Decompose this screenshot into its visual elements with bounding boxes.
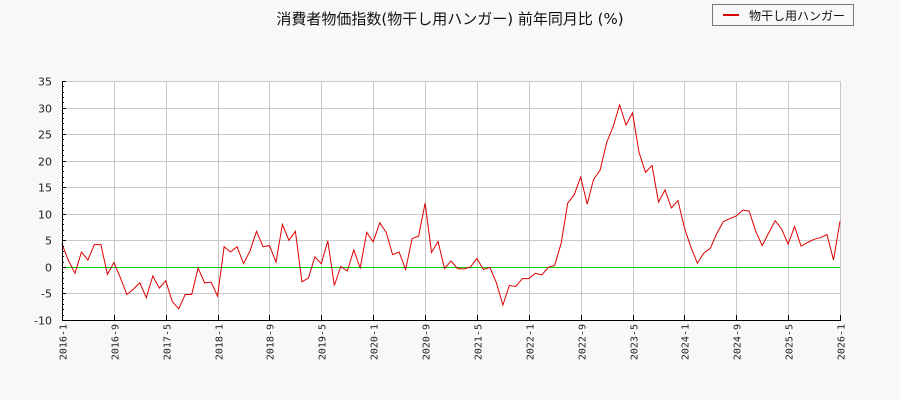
y-tick-label: 0: [45, 262, 52, 275]
y-tick-label: -10: [34, 315, 52, 328]
x-tick-label: 2022-9: [578, 324, 589, 360]
x-tick-label: 2018-1: [215, 324, 226, 360]
x-tick-label: 2016-1: [59, 324, 70, 360]
legend: 物干し用ハンガー: [712, 4, 854, 26]
axes: [62, 81, 841, 321]
x-tick-label: 2024-9: [733, 324, 744, 360]
x-tick-label: 2016-9: [111, 324, 122, 360]
x-tick-label: 2022-1: [526, 324, 537, 360]
plot-area: [62, 81, 840, 320]
y-tick-label: 30: [38, 103, 52, 116]
y-tick-label: 10: [38, 209, 52, 222]
x-tick-label: 2019-5: [318, 324, 329, 360]
series-line: [61, 103, 841, 310]
y-tick-label: 25: [38, 129, 52, 142]
x-tick-label: 2017-5: [163, 324, 174, 360]
x-tick-label: 2025-5: [785, 324, 796, 360]
y-tick-label: 35: [38, 76, 52, 89]
x-tick-label: 2020-1: [370, 324, 381, 360]
x-tick-label: 2020-9: [422, 324, 433, 360]
legend-label: 物干し用ハンガー: [749, 8, 846, 23]
y-tick-label: 5: [45, 235, 52, 248]
x-tick-label: 2024-1: [681, 324, 692, 360]
x-tick-label: 2018-9: [266, 324, 277, 360]
y-axis-ticks: 35 30 25 20 15 10 5 0 -5 -10: [34, 76, 52, 328]
x-axis-ticks: 2016-1 2016-9 2017-5 2018-1 2018-9 2019-5 2020…: [59, 324, 848, 360]
y-tick-label: 15: [38, 182, 52, 195]
x-tick-label: 2021-5: [474, 324, 485, 360]
x-tick-label: 2026-1: [837, 324, 848, 360]
chart-title: 消費者物価指数(物干し用ハンガー) 前年同月比 (%): [276, 10, 624, 28]
legend-line-icon: [723, 14, 739, 16]
x-tick-label: 2023-5: [630, 324, 641, 360]
y-tick-label: 20: [38, 156, 52, 169]
y-tick-label: -5: [41, 288, 52, 301]
